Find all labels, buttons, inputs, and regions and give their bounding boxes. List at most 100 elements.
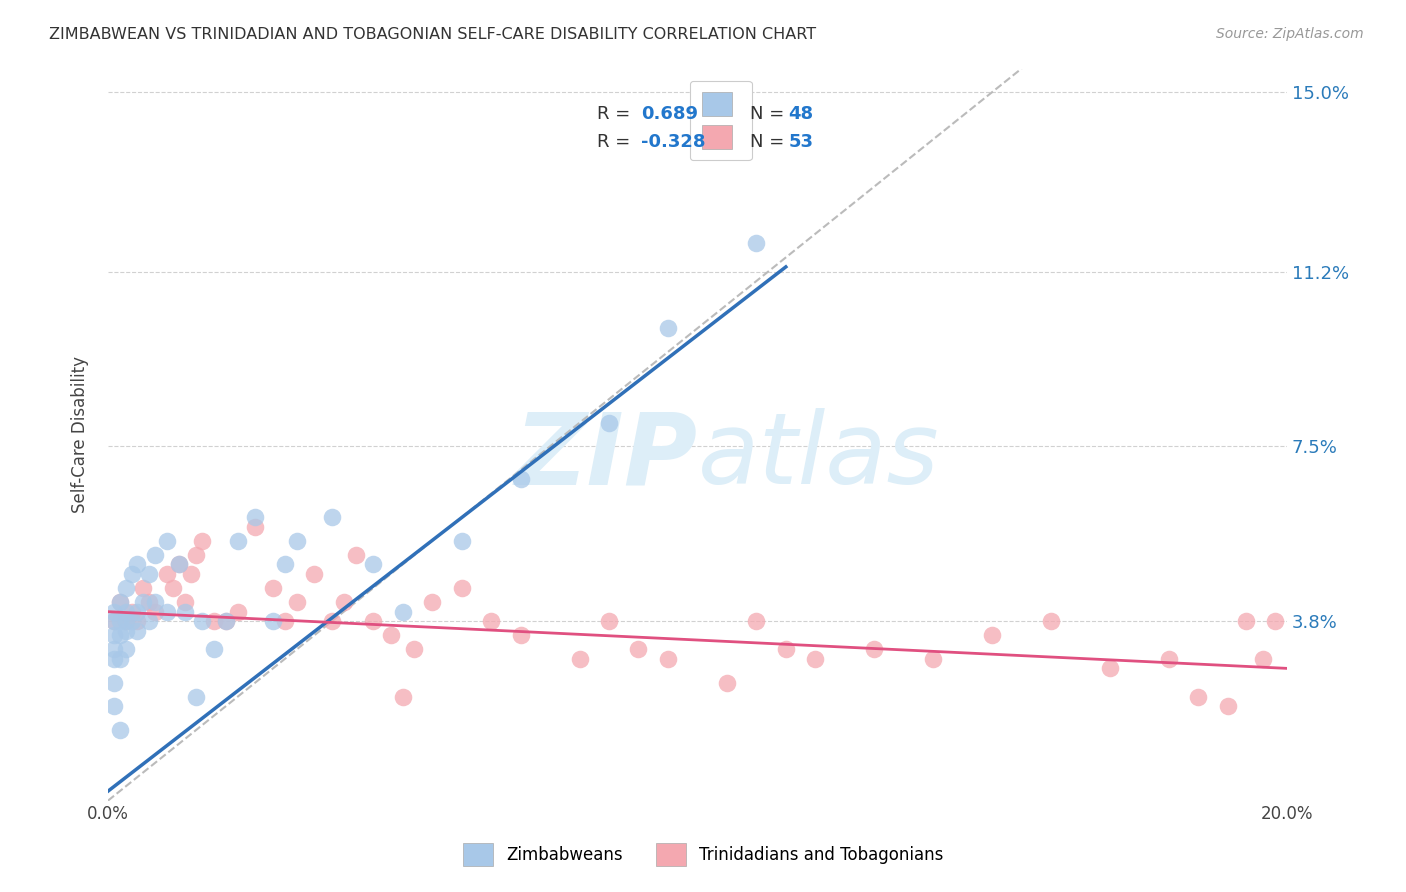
Point [108,595,131,609]
Point [450,533,472,548]
Point [1264,614,1286,628]
Point [114,614,136,628]
Point [103,675,125,690]
Point [215,614,238,628]
Point [598,614,620,628]
Text: 0.689: 0.689 [641,105,697,123]
Point [138,566,160,581]
Point [1234,614,1257,628]
Point [344,548,367,562]
Point [420,595,443,609]
Point [509,472,531,486]
Point [285,595,308,609]
Text: atlas: atlas [697,408,939,505]
Point [304,566,326,581]
Point [262,614,284,628]
Point [103,614,125,628]
Point [162,581,184,595]
Point [657,321,679,335]
Point [114,642,136,657]
Point [321,510,343,524]
Point [627,642,650,657]
Point [450,581,472,595]
Point [245,510,267,524]
Point [509,628,531,642]
Point [1098,661,1121,675]
Text: Source: ZipAtlas.com: Source: ZipAtlas.com [1216,27,1364,41]
Point [127,558,149,572]
Point [332,595,354,609]
Point [1187,690,1209,704]
Text: -0.328: -0.328 [641,133,706,151]
Point [127,605,149,619]
Point [657,652,679,666]
Point [191,614,214,628]
Point [1157,652,1180,666]
Point [156,566,179,581]
Point [745,614,768,628]
Point [598,416,620,430]
Point [568,652,591,666]
Point [121,566,143,581]
Text: 48: 48 [789,105,813,123]
Text: N =: N = [751,105,790,123]
Point [156,533,179,548]
Point [121,614,143,628]
Point [132,595,155,609]
Point [114,605,136,619]
Point [114,614,136,628]
Point [202,642,225,657]
Point [103,642,125,657]
Point [186,548,208,562]
Point [479,614,502,628]
Text: ZIP: ZIP [515,408,697,505]
Point [1040,614,1063,628]
Point [863,642,886,657]
Point [391,690,413,704]
Point [191,533,214,548]
Point [804,652,827,666]
Point [132,581,155,595]
Point [103,628,125,642]
Point [981,628,1004,642]
Point [922,652,945,666]
Point [103,652,125,666]
Point [226,605,249,619]
Legend: Zimbabweans, Trinidadians and Tobagonians: Zimbabweans, Trinidadians and Tobagonian… [454,835,952,875]
Point [202,614,225,628]
Point [716,675,738,690]
Point [274,614,297,628]
Point [404,642,426,657]
Y-axis label: Self-Care Disability: Self-Care Disability [72,356,89,513]
Point [114,581,136,595]
Point [167,558,190,572]
Point [108,628,131,642]
Point [775,642,797,657]
Point [173,605,195,619]
Text: N =: N = [751,133,790,151]
Point [167,558,190,572]
Point [103,699,125,714]
Point [179,566,201,581]
Point [173,595,195,609]
Text: R =: R = [598,133,636,151]
Point [361,614,384,628]
Point [215,614,238,628]
Point [361,558,384,572]
Text: 53: 53 [789,133,813,151]
Point [127,624,149,638]
Point [108,614,131,628]
Point [108,652,131,666]
Point [143,548,166,562]
Point [138,595,160,609]
Point [114,624,136,638]
Point [103,614,125,628]
Point [1216,699,1239,714]
Point [127,614,149,628]
Point [274,558,297,572]
Text: R =: R = [598,105,636,123]
Point [380,628,402,642]
Point [186,690,208,704]
Text: ZIMBABWEAN VS TRINIDADIAN AND TOBAGONIAN SELF-CARE DISABILITY CORRELATION CHART: ZIMBABWEAN VS TRINIDADIAN AND TOBAGONIAN… [49,27,817,42]
Point [108,723,131,737]
